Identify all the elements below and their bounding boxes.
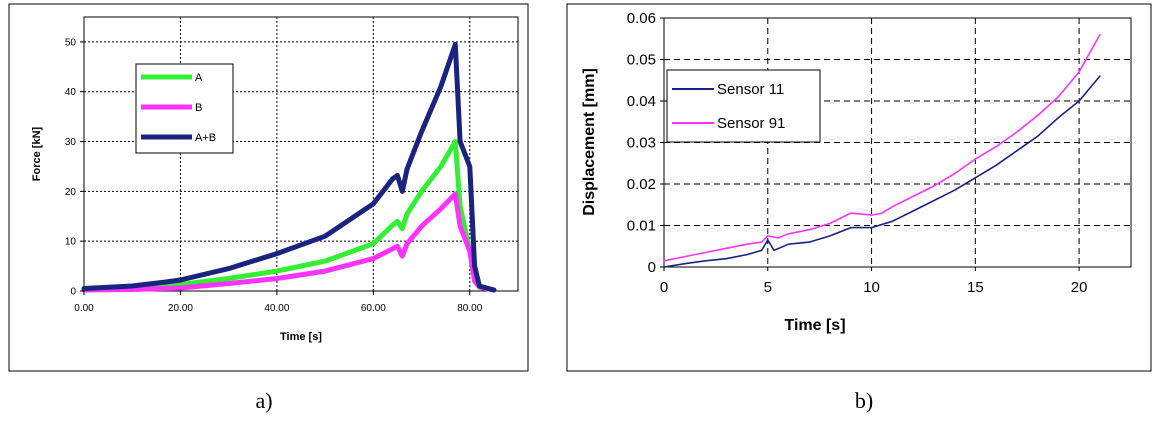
series-line-sensor-11	[663, 75, 1101, 268]
y-tick-label: 0	[648, 259, 656, 276]
series-line-a-b	[81, 41, 497, 293]
y-tick-label: 30	[65, 137, 77, 148]
chart-b: 0 5 10 15 20 0 0.01 0.02 0.03 0.04 0.05 0.06 Time …	[581, 10, 1132, 334]
chart-b-y-ticks: 0 0.01 0.02 0.03 0.04 0.05 0.06	[627, 10, 664, 276]
x-tick-label: 60.00	[361, 303, 386, 314]
x-tick-label: 15	[967, 279, 984, 296]
x-tick-label: 20.00	[168, 303, 193, 314]
y-tick-label: 40	[65, 87, 77, 98]
y-tick-label: 0.01	[627, 218, 656, 235]
x-tick-label: 40.00	[264, 303, 289, 314]
legend-label: Sensor 91	[717, 115, 785, 132]
x-tick-label: 20	[1071, 279, 1088, 296]
legend-label: A	[195, 72, 203, 84]
series-line-sensor-91	[663, 33, 1101, 262]
chart-b-x-label: Time [s]	[784, 317, 845, 334]
x-tick-label: 10	[863, 279, 880, 296]
chart-b-legend-box	[666, 69, 821, 143]
chart-a: 0.00 20.00 40.00 60.00 80.00 0 10 20 30 40 50 Tim…	[31, 16, 519, 343]
x-tick-label: 80.00	[457, 303, 482, 314]
y-tick-label: 10	[65, 237, 77, 248]
series-line-b	[81, 191, 497, 293]
y-tick-label: 0.05	[627, 52, 656, 69]
chart-b-series	[663, 33, 1101, 268]
y-tick-label: 50	[65, 37, 77, 48]
chart-a-y-ticks: 0 10 20 30 40 50	[65, 37, 84, 298]
legend-label: Sensor 11	[717, 81, 784, 98]
y-tick-label: 20	[65, 187, 77, 198]
chart-a-x-label: Time [s]	[280, 331, 322, 343]
chart-b-legend: Sensor 11 Sensor 91	[666, 69, 821, 143]
chart-a-x-ticks: 0.00 20.00 40.00 60.00 80.00	[74, 291, 483, 314]
chart-a-y-label: Force [kN]	[31, 126, 43, 181]
y-tick-label: 0.03	[627, 135, 656, 152]
y-tick-label: 0	[70, 287, 76, 298]
y-tick-label: 0.06	[627, 10, 656, 27]
chart-a-series	[81, 41, 497, 293]
x-tick-label: 5	[764, 279, 772, 296]
chart-b-y-label: Displacement [mm]	[581, 68, 598, 216]
x-tick-label: 0.00	[74, 303, 94, 314]
y-tick-label: 0.02	[627, 176, 656, 193]
caption-a: a)	[255, 388, 272, 413]
legend-label: B	[195, 102, 202, 114]
chart-a-legend: A B A+B	[135, 63, 234, 154]
caption-b: b)	[855, 388, 873, 413]
y-tick-label: 0.04	[627, 93, 656, 110]
legend-label: A+B	[195, 132, 216, 144]
chart-b-x-ticks: 0 5 10 15 20	[660, 267, 1088, 296]
x-tick-label: 0	[660, 279, 668, 296]
